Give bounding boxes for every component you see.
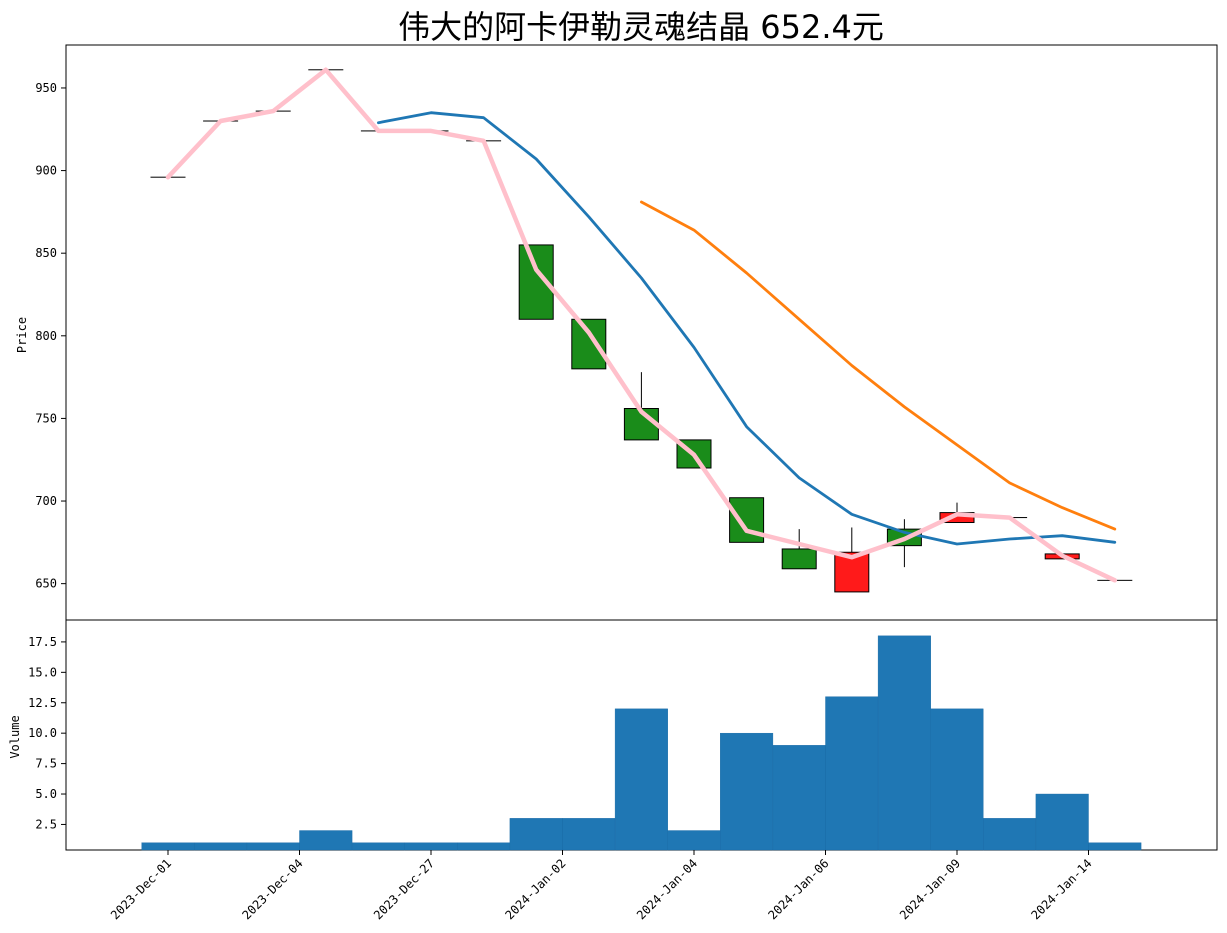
volume-y-tick-label: 17.5 <box>28 635 57 649</box>
volume-bar <box>457 842 511 851</box>
volume-bar <box>667 830 721 851</box>
chart-title: 伟大的阿卡伊勒灵魂结晶 652.4元 <box>398 8 884 46</box>
candle <box>834 527 870 593</box>
x-tick-label: 2023-Dec-04 <box>240 856 306 922</box>
volume-bar <box>194 842 248 851</box>
price-y-tick-label: 950 <box>35 81 57 95</box>
x-tick-label: 2023-Dec-27 <box>371 856 437 922</box>
candle-body <box>781 548 817 570</box>
price-axes-frame <box>65 44 1218 621</box>
volume-bar <box>246 842 300 851</box>
volume-bar <box>772 745 826 851</box>
volume-bar <box>1088 842 1142 851</box>
price-y-tick-label: 700 <box>35 494 57 508</box>
x-tick-label: 2023-Dec-01 <box>108 856 174 922</box>
price-y-tick-label: 650 <box>35 577 57 591</box>
candle <box>623 372 659 441</box>
volume-bar <box>825 696 879 851</box>
volume-y-tick-label: 12.5 <box>28 696 57 710</box>
series-line-3 <box>165 67 1118 583</box>
x-tick-label: 2024-Jan-02 <box>503 856 569 922</box>
volume-bar <box>299 830 353 851</box>
volume-bar <box>509 818 563 851</box>
series-line-1 <box>376 111 1117 546</box>
volume-panel: 2.5 5.0 7.5 10.0 12.5 15.0 17.5 2023-Dec-01 2023… <box>28 619 1218 922</box>
volume-bar <box>141 842 195 851</box>
volume-bar <box>720 732 774 851</box>
price-y-tick-label: 750 <box>35 411 57 425</box>
volume-bar <box>351 842 405 851</box>
volume-bar <box>404 842 458 851</box>
candle-body <box>518 244 554 320</box>
price-y-tick-label: 850 <box>35 246 57 260</box>
x-tick-label: 2024-Jan-04 <box>634 856 700 922</box>
x-tick-label: 2024-Jan-09 <box>897 856 963 922</box>
price-panel: 650 700 750 800 850 900 950 <box>35 44 1218 621</box>
price-y-tick-label: 800 <box>35 329 57 343</box>
volume-y-tick-label: 5.0 <box>35 787 57 801</box>
volume-bar <box>614 708 668 851</box>
price-axis-label: Price <box>15 317 29 353</box>
series-line-2 <box>640 200 1117 531</box>
candle <box>571 318 607 370</box>
volume-bar <box>562 818 616 851</box>
volume-bar <box>877 635 931 851</box>
volume-y-tick-label: 2.5 <box>35 817 57 831</box>
volume-axis-label: Volume <box>8 715 22 758</box>
candle-body <box>571 318 607 370</box>
price-y-tick-label: 900 <box>35 164 57 178</box>
volume-y-tick-label: 7.5 <box>35 757 57 771</box>
volume-bar <box>930 708 984 851</box>
volume-y-tick-label: 10.0 <box>28 726 57 740</box>
candle <box>781 529 817 570</box>
candle <box>518 244 554 320</box>
x-tick-label: 2024-Jan-06 <box>766 856 832 922</box>
x-tick-label: 2024-Jan-14 <box>1029 856 1095 922</box>
volume-y-tick-label: 15.0 <box>28 665 57 679</box>
volume-bar <box>983 818 1037 851</box>
volume-bar <box>1035 793 1089 851</box>
